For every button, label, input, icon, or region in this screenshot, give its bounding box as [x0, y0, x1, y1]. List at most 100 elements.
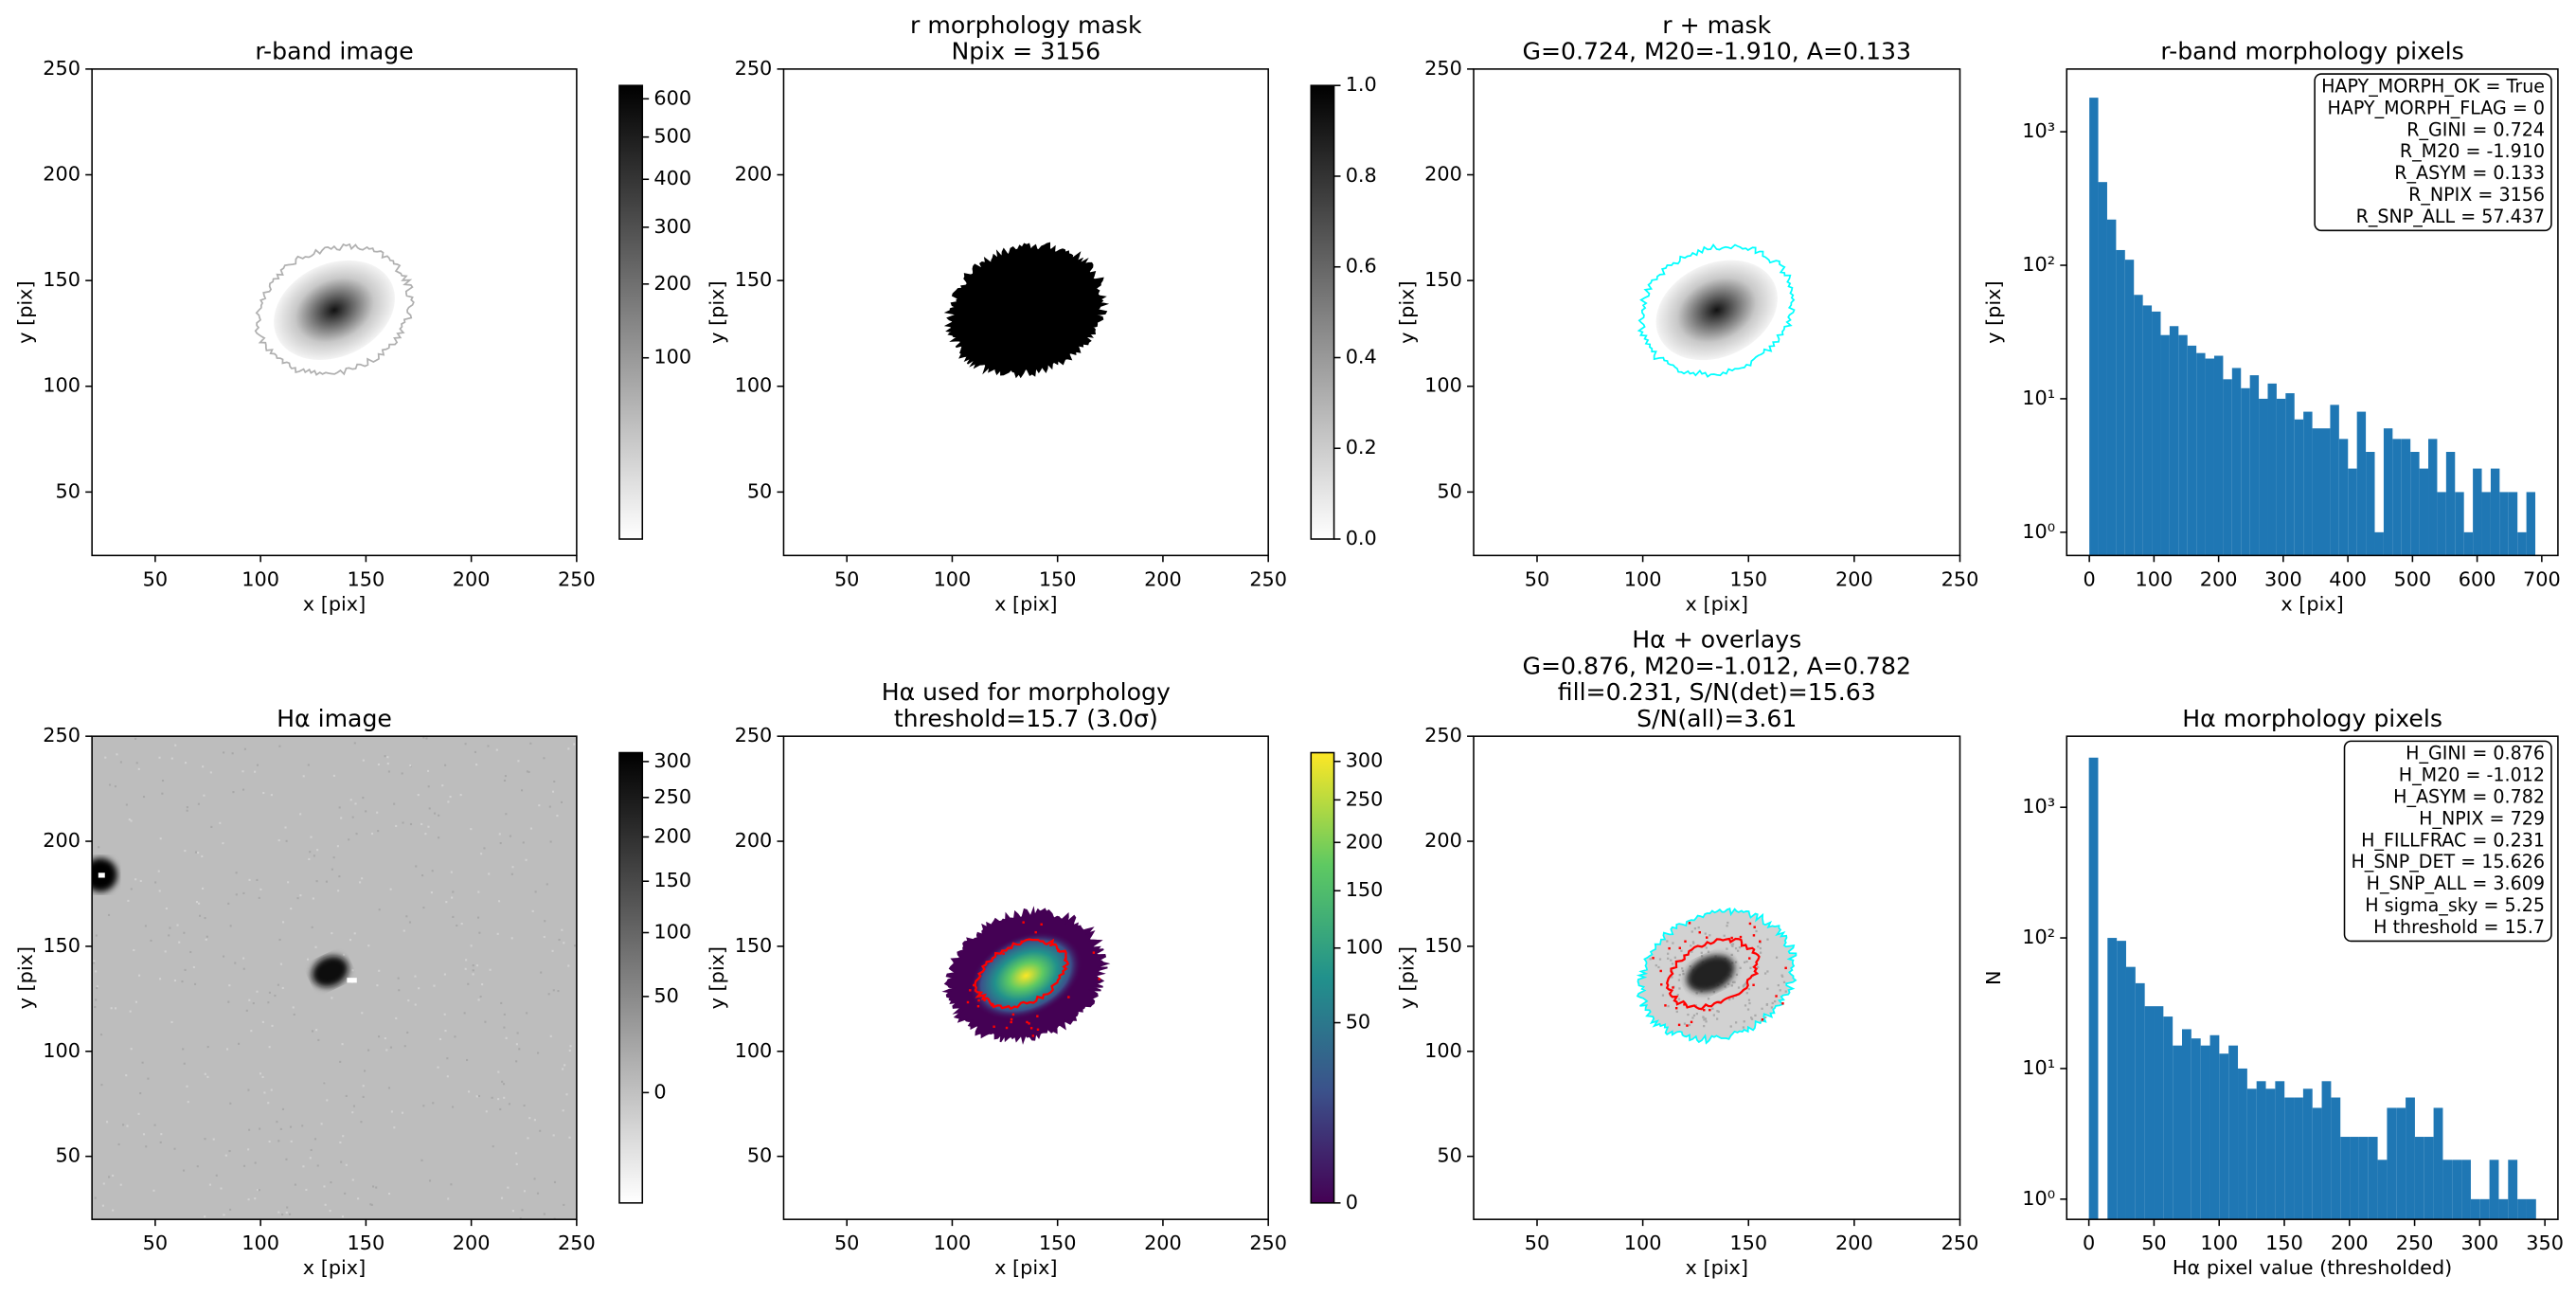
panel: 50 100 150 200 250 50 100 150 200 250 x [pix] y [pi…	[706, 678, 1383, 1279]
sky-noise	[329, 1210, 331, 1213]
sky-noise	[491, 1096, 493, 1099]
x-tick-label: 150	[348, 567, 385, 590]
pixel-noise	[1766, 987, 1769, 990]
sky-noise	[474, 750, 476, 753]
sky-noise	[503, 779, 507, 782]
y-tick-label: 150	[43, 268, 80, 291]
x-tick-label: 300	[2461, 1232, 2499, 1254]
sky-noise	[268, 1140, 271, 1143]
sky-noise	[352, 1105, 355, 1107]
sky-noise	[398, 989, 401, 992]
sky-noise	[422, 1105, 425, 1107]
y-tick-label: 10⁰	[2022, 1187, 2055, 1210]
sky-noise	[517, 760, 520, 763]
x-tick-label: 700	[2523, 567, 2561, 590]
panel: 50 100 150 200 250 50 100 150 200 250 x [pix] y [pi…	[1396, 626, 1979, 1280]
pixel-noise	[1711, 1007, 1714, 1010]
panel-title: threshold=15.7 (3.0σ)	[894, 705, 1158, 732]
sky-noise	[242, 770, 244, 773]
sky-noise	[299, 813, 302, 816]
pixel-noise	[1687, 1013, 1690, 1016]
plot-area	[2088, 757, 2536, 1220]
sky-noise	[341, 1043, 344, 1046]
sky-noise	[522, 841, 525, 844]
sky-noise	[495, 748, 498, 751]
pixel-noise	[1657, 965, 1660, 969]
overlay-dot	[1677, 1023, 1681, 1027]
sky-noise	[183, 931, 186, 934]
pixel-noise	[1733, 980, 1736, 983]
hist-bar	[2142, 305, 2153, 556]
pixel-noise	[1697, 926, 1700, 929]
sky-noise	[538, 804, 541, 807]
sky-noise	[503, 1026, 506, 1029]
sky-noise	[465, 1058, 469, 1062]
sky-noise	[531, 909, 534, 912]
x-tick-label: 100	[2136, 567, 2174, 590]
sky-noise	[447, 800, 450, 803]
overlay-dot	[1057, 949, 1060, 952]
sky-noise	[215, 1174, 218, 1177]
sky-noise	[173, 1147, 176, 1150]
star-residual	[98, 872, 105, 878]
panel-title: r-band image	[255, 38, 413, 65]
hist-bar	[2312, 428, 2321, 556]
sky-noise	[290, 1140, 293, 1142]
sky-noise	[306, 958, 310, 961]
sky-noise	[425, 737, 428, 740]
pixel-noise	[1691, 941, 1695, 944]
sky-noise	[378, 969, 381, 972]
pixel-noise	[1730, 944, 1733, 946]
panel: 0 50 100 150 200 250 300 350 10⁰ 10¹ 10² 10³ Hα pixe…	[1982, 705, 2564, 1279]
sky-noise	[259, 888, 262, 890]
sky-noise	[515, 1162, 518, 1165]
hist-bar	[2169, 326, 2179, 556]
x-tick-label: 100	[934, 1232, 972, 1254]
colorbar-tick-label: 200	[653, 272, 691, 295]
pixel-noise	[1705, 946, 1708, 949]
colorbar-tick-label: 1.0	[1346, 73, 1377, 96]
mask-contour	[254, 243, 415, 376]
sky-noise	[170, 757, 173, 760]
hist-bar	[2410, 452, 2420, 556]
sky-noise	[430, 891, 433, 894]
axes-frame	[782, 68, 1269, 557]
x-tick-label: 200	[1835, 567, 1873, 590]
sky-noise	[108, 783, 112, 786]
colorbar-tick-label: 0.4	[1346, 346, 1377, 369]
sky-noise	[267, 1102, 270, 1105]
plot-area	[92, 736, 577, 1220]
overlay-dot	[1022, 921, 1025, 924]
pixel-noise	[1673, 956, 1676, 959]
overlay-dot	[977, 998, 980, 1002]
x-tick-label: 50	[1525, 1232, 1549, 1254]
overlay-dot	[1020, 940, 1023, 944]
x-axis-label: x [pix]	[994, 1256, 1057, 1279]
sky-noise	[289, 1125, 293, 1128]
sky-noise	[509, 835, 511, 837]
hist-bar	[2213, 355, 2224, 556]
sky-noise	[449, 795, 452, 799]
colorbar-tick-label: 600	[653, 86, 691, 109]
sky-noise	[348, 838, 350, 841]
sky-noise	[145, 1145, 148, 1148]
pixel-noise	[1704, 1017, 1708, 1020]
panel-title: r + mask	[1662, 11, 1771, 39]
sky-noise	[556, 814, 559, 818]
mask-contour	[1637, 243, 1796, 378]
x-tick-label: 150	[1039, 1232, 1077, 1254]
hist-bar	[2231, 368, 2242, 556]
sky-noise	[286, 1206, 289, 1209]
sky-noise	[114, 1007, 117, 1010]
overlay-dot	[1010, 1017, 1013, 1021]
pixel-noise	[1747, 998, 1751, 1001]
sky-noise	[243, 747, 246, 750]
overlay-dot	[1708, 1008, 1711, 1012]
sky-noise	[242, 957, 245, 960]
axes-frame	[1473, 68, 1961, 557]
hist-bar	[2526, 1198, 2536, 1220]
stats-line: R_ASYM = 0.133	[2394, 163, 2545, 184]
y-tick-label: 100	[1424, 1039, 1462, 1062]
sky-noise	[477, 890, 480, 893]
sky-noise	[369, 1203, 372, 1206]
